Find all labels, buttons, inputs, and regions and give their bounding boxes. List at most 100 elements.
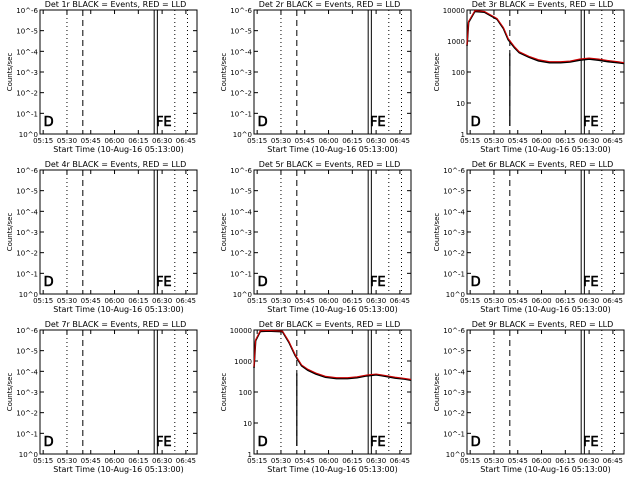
x-tick-label: 05:15 [247,457,267,465]
y-tick-label: 10^-6 [443,167,465,175]
x-tick-label: 06:30 [579,457,599,465]
y-tick-label: 10^-4 [230,48,252,56]
x-tick-label: 05:30 [484,457,504,465]
panel-title: Det 2r BLACK = Events, RED = LLD [259,0,401,9]
x-axis-label: Start Time (10-Aug-16 05:13:00) [480,145,611,154]
y-tick-label: 10^0 [19,451,38,459]
y-tick-label: 10^-2 [443,250,465,258]
y-tick-label: 1 [461,131,465,139]
x-tick-label: 05:30 [271,137,291,145]
x-tick-label: 06:15 [128,457,148,465]
y-axis-label: Counts/sec [220,213,228,252]
marker-label-d: D [258,115,268,130]
x-axis-label: Start Time (10-Aug-16 05:13:00) [480,305,611,314]
panel-title: Det 9r BLACK = Events, RED = LLD [472,320,614,329]
y-tick-label: 10^-5 [16,188,38,196]
y-tick-label: 10^-3 [443,389,465,397]
x-tick-label: 06:15 [342,137,362,145]
y-tick-label: 10^-2 [16,90,38,98]
lld-series-line [466,10,625,64]
y-tick-label: 10^-1 [16,110,38,118]
y-tick-label: 10^-5 [443,188,465,196]
x-tick-label: 05:45 [295,297,315,305]
x-tick-label: 05:45 [81,457,101,465]
marker-label-fe: FE [370,435,386,450]
x-tick-label: 06:00 [104,137,124,145]
y-tick-label: 10 [243,420,252,428]
panel-3: Det 3r BLACK = Events, RED = LLD 1 10 100 10… [433,0,625,154]
x-tick-label: 06:00 [531,457,551,465]
x-tick-label: 06:30 [366,137,386,145]
panel-title: Det 4r BLACK = Events, RED = LLD [45,160,187,169]
y-tick-label: 10^-2 [230,90,252,98]
y-tick-label: 10^-4 [443,208,465,216]
x-axis-label: Start Time (10-Aug-16 05:13:00) [267,465,398,474]
x-tick-label: 06:45 [390,137,410,145]
x-tick-label: 06:45 [390,457,410,465]
y-tick-label: 10^-3 [16,229,38,237]
y-tick-label: 10^-6 [230,167,252,175]
x-tick-label: 06:30 [152,137,172,145]
marker-label-fe: FE [156,275,172,290]
panel-8: Det 8r BLACK = Events, RED = LLD 1 10 100 10… [220,320,412,474]
x-tick-label: 06:15 [555,457,575,465]
y-tick-label: 10^-3 [16,389,38,397]
y-tick-label: 10^0 [233,291,252,299]
y-axis-label: Counts/sec [220,373,228,412]
y-tick-label: 10^-6 [230,7,252,15]
y-tick-label: 10^-3 [230,229,252,237]
x-tick-label: 06:15 [342,457,362,465]
x-tick-label: 05:45 [508,137,528,145]
x-tick-label: 06:00 [318,137,338,145]
marker-label-d: D [258,435,268,450]
x-tick-label: 06:15 [555,137,575,145]
y-tick-label: 10^-2 [16,250,38,258]
x-axis-label: Start Time (10-Aug-16 05:13:00) [267,305,398,314]
x-tick-label: 06:00 [104,457,124,465]
x-tick-label: 06:15 [128,137,148,145]
x-tick-label: 05:45 [295,457,315,465]
panel-title: Det 7r BLACK = Events, RED = LLD [45,320,187,329]
y-tick-label: 10^-6 [443,327,465,335]
marker-label-fe: FE [583,435,599,450]
y-axis-label: Counts/sec [6,53,14,92]
x-tick-label: 06:30 [579,137,599,145]
y-tick-label: 10^-1 [16,270,38,278]
marker-label-fe: FE [156,435,172,450]
marker-label-fe: FE [370,115,386,130]
plot-frame [253,169,412,295]
y-tick-label: 10^-4 [16,208,38,216]
y-tick-label: 100 [452,69,465,77]
x-tick-label: 05:15 [247,297,267,305]
marker-label-d: D [471,435,481,450]
y-tick-label: 10^-1 [230,110,252,118]
plot-frame [39,9,198,135]
x-axis-label: Start Time (10-Aug-16 05:13:00) [480,465,611,474]
y-tick-label: 1 [248,451,252,459]
x-tick-label: 06:15 [555,297,575,305]
y-tick-label: 10^-2 [443,410,465,418]
x-tick-label: 06:30 [579,297,599,305]
panel-title: Det 3r BLACK = Events, RED = LLD [472,0,614,9]
marker-label-fe: FE [370,275,386,290]
x-tick-label: 06:30 [366,457,386,465]
panel-title: Det 5r BLACK = Events, RED = LLD [259,160,401,169]
plot-frame [253,329,412,455]
x-tick-label: 05:45 [295,137,315,145]
x-axis-label: Start Time (10-Aug-16 05:13:00) [53,145,184,154]
x-axis-label: Start Time (10-Aug-16 05:13:00) [53,465,184,474]
plot-frame [466,329,625,455]
x-tick-label: 05:15 [33,297,53,305]
y-tick-label: 10^-4 [443,368,465,376]
panel-2: Det 2r BLACK = Events, RED = LLD 10^0 10^-… [220,0,412,154]
x-tick-label: 06:45 [603,137,623,145]
y-tick-label: 100 [239,389,252,397]
x-tick-label: 05:30 [484,297,504,305]
plot-frame [39,329,198,455]
x-tick-label: 06:00 [104,297,124,305]
y-tick-label: 10^-3 [443,229,465,237]
plot-frame [253,9,412,135]
x-tick-label: 05:15 [460,457,480,465]
y-tick-label: 1000 [234,358,252,366]
y-tick-label: 10^-2 [16,410,38,418]
